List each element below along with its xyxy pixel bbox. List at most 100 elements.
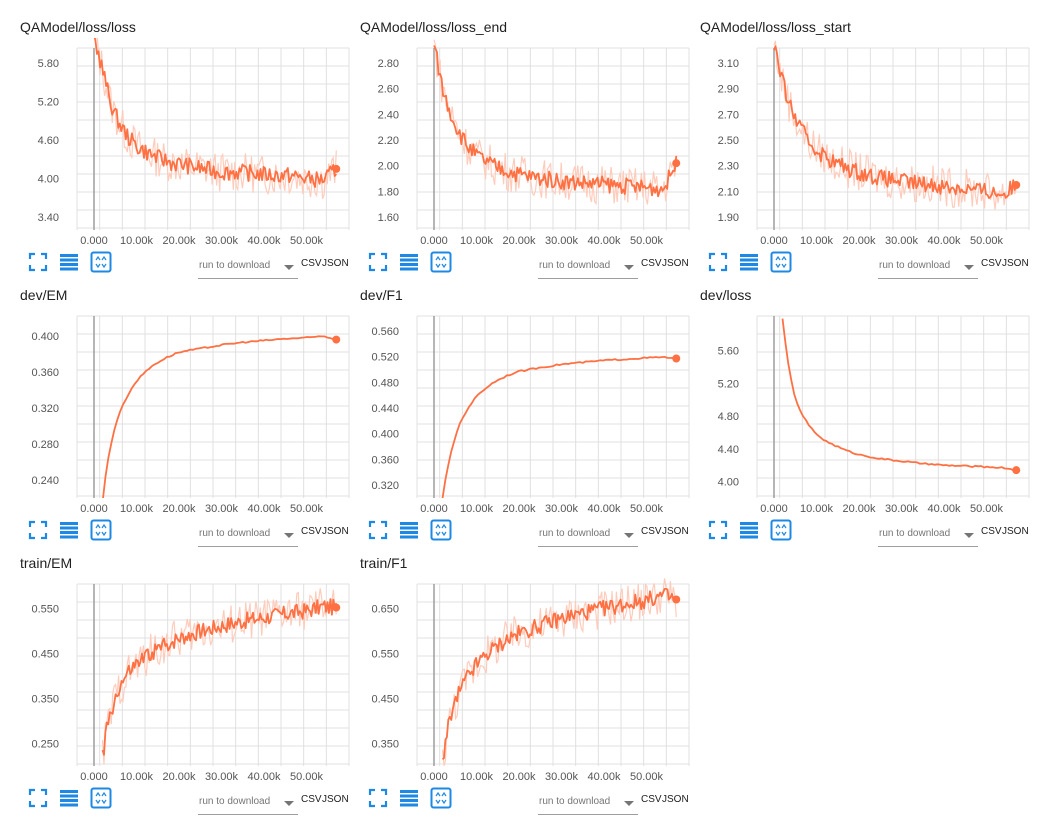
dropdown-arrow-icon: [964, 533, 974, 538]
y-tick-label: 2.10: [718, 186, 739, 198]
x-tick-label: 40.00k: [587, 771, 621, 783]
expand-button[interactable]: [707, 519, 729, 541]
csv-download-link[interactable]: CSV: [301, 526, 322, 537]
line-chart[interactable]: 3.40 4.00 4.60 5.20 5.80 0.000 10.00k 20.00k 30.…: [0, 38, 350, 248]
toggle-log-button[interactable]: [58, 519, 80, 541]
fit-domain-icon: [770, 251, 792, 273]
csv-download-link[interactable]: CSV: [981, 526, 1002, 537]
json-download-link[interactable]: JSON: [662, 794, 689, 805]
x-tick-label: 30.00k: [205, 771, 239, 783]
csv-download-link[interactable]: CSV: [641, 526, 662, 537]
toggle-log-button[interactable]: [738, 251, 760, 273]
run-to-download-select[interactable]: run to download: [538, 793, 638, 815]
csv-download-link[interactable]: CSV: [301, 258, 322, 269]
chart-toolbar: run to download CSV JSON: [340, 516, 689, 547]
y-tick-label: 0.440: [371, 403, 399, 415]
y-tick-label: 0.650: [371, 604, 399, 616]
expand-button[interactable]: [27, 519, 49, 541]
list-icon: [60, 790, 78, 807]
x-tick-label: 20.00k: [842, 503, 876, 515]
line-chart[interactable]: 1.90 2.10 2.30 2.50 2.70 2.90 3.10 0.000 10.00k 2…: [680, 38, 1030, 248]
x-tick-label: 0.000: [80, 771, 108, 783]
y-tick-label: 2.30: [718, 161, 739, 173]
json-download-link[interactable]: JSON: [1002, 526, 1029, 537]
expand-button[interactable]: [27, 251, 49, 273]
chart-card: QAModel/loss/loss_end 1.60 1.80 2.00 2.20 2.4…: [340, 0, 690, 279]
line-chart[interactable]: 0.250 0.350 0.450 0.550 0.000 10.00k 20.00k 30.…: [0, 574, 350, 784]
run-to-download-select[interactable]: run to download: [198, 257, 298, 279]
json-download-link[interactable]: JSON: [662, 258, 689, 269]
toggle-log-button[interactable]: [398, 251, 420, 273]
run-to-download-select[interactable]: run to download: [878, 525, 978, 547]
expand-icon: [368, 788, 388, 808]
expand-button[interactable]: [367, 787, 389, 809]
json-download-link[interactable]: JSON: [322, 526, 349, 537]
run-to-download-select[interactable]: run to download: [538, 525, 638, 547]
series-line: [773, 45, 1018, 199]
grid: [756, 47, 1030, 230]
last-point-marker: [672, 354, 681, 363]
chart-title: QAModel/loss/loss: [20, 19, 136, 35]
fit-domain-button[interactable]: [90, 787, 112, 809]
fit-domain-icon: [430, 787, 452, 809]
toggle-log-button[interactable]: [398, 519, 420, 541]
csv-download-link[interactable]: CSV: [301, 794, 322, 805]
line-chart[interactable]: 1.60 1.80 2.00 2.20 2.40 2.60 2.80 0.000 10.00k 2…: [340, 38, 690, 248]
run-to-download-select[interactable]: run to download: [198, 525, 298, 547]
x-tick-label: 40.00k: [247, 235, 281, 247]
run-to-download-select[interactable]: run to download: [538, 257, 638, 279]
y-tick-label: 5.20: [38, 96, 59, 108]
dropdown-arrow-icon: [964, 265, 974, 270]
y-tick-label: 0.520: [371, 352, 399, 364]
fit-domain-button[interactable]: [770, 251, 792, 273]
json-download-link[interactable]: JSON: [1002, 258, 1029, 269]
chart-toolbar: run to download CSV JSON: [0, 248, 349, 279]
fit-domain-button[interactable]: [90, 519, 112, 541]
y-tick-label: 2.20: [378, 135, 399, 147]
x-tick-label: 10.00k: [460, 771, 494, 783]
fit-domain-button[interactable]: [430, 519, 452, 541]
y-tick-label: 0.280: [31, 439, 59, 451]
y-tick-label: 0.360: [31, 367, 59, 379]
last-point-marker: [672, 159, 681, 168]
x-tick-label: 0.000: [80, 503, 108, 515]
fit-domain-button[interactable]: [770, 519, 792, 541]
expand-button[interactable]: [707, 251, 729, 273]
line-chart[interactable]: 0.350 0.450 0.550 0.650 0.000 10.00k 20.00k 30.…: [340, 574, 690, 784]
toggle-log-button[interactable]: [398, 787, 420, 809]
toggle-log-button[interactable]: [58, 787, 80, 809]
csv-download-link[interactable]: CSV: [641, 794, 662, 805]
fit-domain-button[interactable]: [430, 251, 452, 273]
toggle-log-button[interactable]: [58, 251, 80, 273]
y-tick-label: 0.360: [371, 454, 399, 466]
csv-download-link[interactable]: CSV: [981, 258, 1002, 269]
fit-domain-button[interactable]: [90, 251, 112, 273]
grid: [76, 47, 350, 230]
expand-button[interactable]: [27, 787, 49, 809]
fit-domain-icon: [90, 787, 112, 809]
json-download-link[interactable]: JSON: [322, 258, 349, 269]
run-to-download-select[interactable]: run to download: [878, 257, 978, 279]
y-tick-label: 2.90: [718, 84, 739, 96]
x-tick-label: 10.00k: [120, 503, 154, 515]
fit-domain-button[interactable]: [430, 787, 452, 809]
expand-button[interactable]: [367, 251, 389, 273]
line-chart[interactable]: 4.00 4.40 4.80 5.20 5.60 0.000 10.00k 20.00k 30.…: [680, 306, 1030, 516]
y-tick-label: 4.60: [38, 135, 59, 147]
x-tick-label: 10.00k: [120, 235, 154, 247]
expand-icon: [28, 252, 48, 272]
toggle-log-button[interactable]: [738, 519, 760, 541]
chart-card: dev/EM 0.240 0.280 0.320 0.360 0.400 0.000 10.0…: [0, 268, 350, 547]
csv-download-link[interactable]: CSV: [641, 258, 662, 269]
y-tick-label: 5.80: [38, 58, 59, 70]
line-chart[interactable]: 0.240 0.280 0.320 0.360 0.400 0.000 10.00k 20.0…: [0, 306, 350, 516]
json-download-link[interactable]: JSON: [662, 526, 689, 537]
run-to-download-select[interactable]: run to download: [198, 793, 298, 815]
chart-card: train/EM 0.250 0.350 0.450 0.550 0.000 10.00k 2…: [0, 536, 350, 815]
line-chart[interactable]: 0.320 0.360 0.400 0.440 0.480 0.520 0.560 0.000…: [340, 306, 690, 516]
y-tick-label: 2.00: [378, 161, 399, 173]
x-tick-label: 30.00k: [545, 771, 579, 783]
expand-button[interactable]: [367, 519, 389, 541]
x-tick-label: 30.00k: [205, 503, 239, 515]
json-download-link[interactable]: JSON: [322, 794, 349, 805]
